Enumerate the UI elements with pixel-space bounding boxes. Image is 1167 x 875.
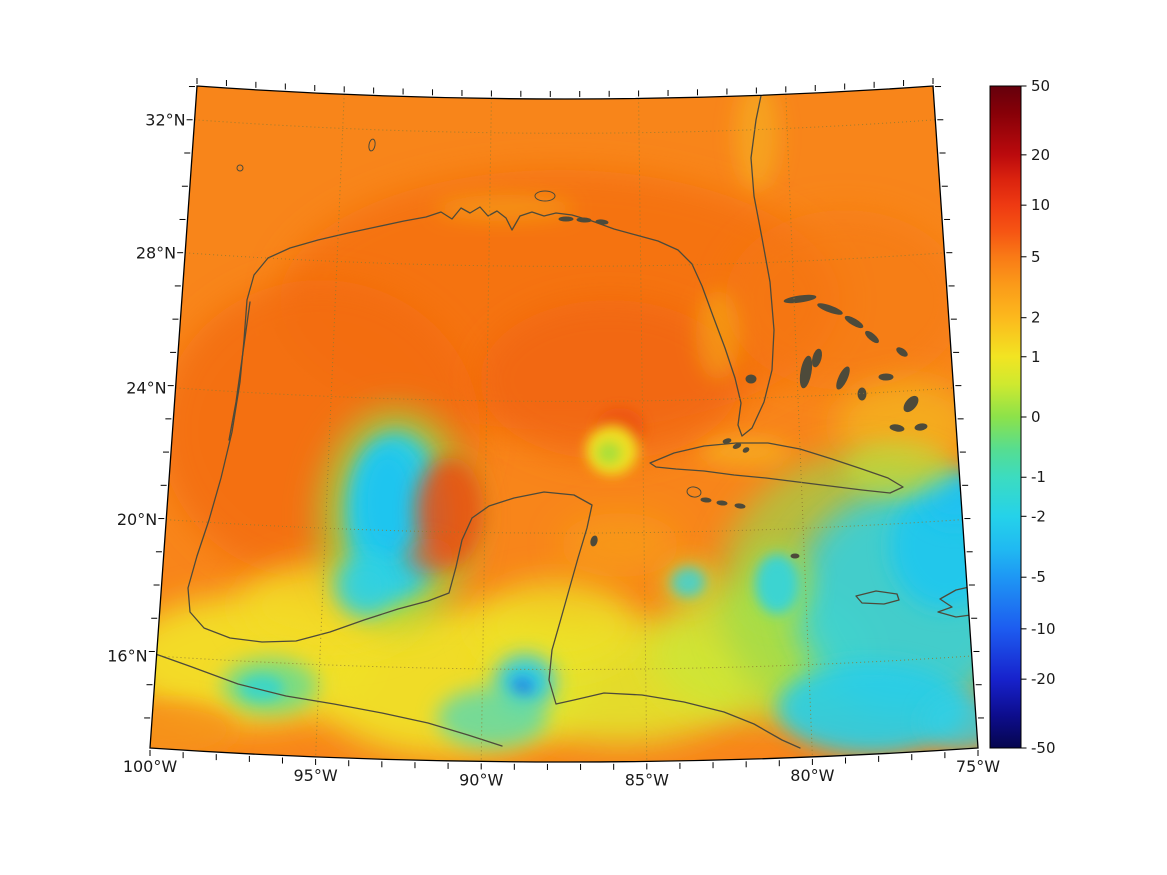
meridian-gridline xyxy=(315,94,345,757)
field-blob xyxy=(923,694,978,750)
lat-tick-label: 20°N xyxy=(117,510,157,529)
island xyxy=(857,387,867,401)
lat-tick-label: 32°N xyxy=(145,110,185,129)
cuba xyxy=(649,442,904,494)
north-america-coast xyxy=(187,86,801,749)
lon-tick-label: 85°W xyxy=(625,770,669,789)
field-blob xyxy=(777,662,967,754)
frame-ticks xyxy=(144,78,984,770)
island xyxy=(558,216,574,222)
lon-tick-label: 75°W xyxy=(956,757,1000,776)
lat-labels: 32°N 28°N 24°N 20°N 16°N xyxy=(107,110,185,665)
field-blob xyxy=(476,581,636,671)
field-blob xyxy=(358,447,418,559)
colorbar-bar xyxy=(989,85,1022,749)
island xyxy=(811,348,823,368)
field-blob xyxy=(671,567,705,597)
field-blob xyxy=(480,300,740,460)
island xyxy=(732,443,742,449)
field-blob xyxy=(696,290,740,380)
lon-tick-label: 95°W xyxy=(294,766,338,785)
field-blob xyxy=(755,554,799,614)
lat-tick-label: 24°N xyxy=(126,378,166,397)
map-frame xyxy=(149,85,979,763)
field-blob xyxy=(336,556,396,616)
pacific-coast xyxy=(150,651,503,747)
island xyxy=(590,535,598,547)
island xyxy=(844,315,864,329)
field-blob xyxy=(597,442,621,464)
lat-tick-label: 28°N xyxy=(136,243,176,262)
lon-tick-label: 90°W xyxy=(459,770,503,789)
island xyxy=(896,347,908,357)
map-boundary xyxy=(149,85,979,763)
field-blob xyxy=(240,675,284,701)
colorbar-tick-label: 0 xyxy=(1031,408,1041,426)
colorbar-tick-label: -20 xyxy=(1031,670,1056,688)
parallel-gridline xyxy=(156,655,972,670)
colorbar-tick-label: -2 xyxy=(1031,507,1046,525)
island xyxy=(700,497,712,503)
island xyxy=(368,138,376,152)
colorbar-tick-label: -50 xyxy=(1031,739,1056,757)
lon-tick-label: 100°W xyxy=(123,757,178,776)
colorbar-tick-label: 50 xyxy=(1031,77,1050,95)
island xyxy=(534,190,556,202)
colorbar-tick-label: -5 xyxy=(1031,568,1046,586)
colorbar-tick-label: -1 xyxy=(1031,468,1046,486)
island xyxy=(878,373,894,381)
meridian-gridline xyxy=(638,98,648,762)
island xyxy=(889,424,905,432)
island xyxy=(783,294,817,304)
island xyxy=(799,355,813,389)
lon-labels: 100°W 95°W 90°W 85°W 80°W 75°W xyxy=(123,757,1000,789)
map-field xyxy=(150,86,978,762)
colorbar-tick-label: 1 xyxy=(1031,348,1041,366)
island xyxy=(595,219,609,225)
lat-tick-label: 16°N xyxy=(107,646,147,665)
colorbar-tick-label: 2 xyxy=(1031,309,1041,327)
hispaniola-west xyxy=(937,584,978,618)
field-blob xyxy=(406,538,454,574)
field-blob xyxy=(560,513,680,577)
colorbar-tick-label: 5 xyxy=(1031,248,1041,266)
field-blob xyxy=(735,86,779,190)
island xyxy=(745,374,757,384)
island xyxy=(734,503,746,509)
texas-barrier-islands xyxy=(228,301,251,441)
island xyxy=(716,500,728,506)
field-blob xyxy=(725,210,965,390)
colorbar-tick-label: 20 xyxy=(1031,146,1050,164)
meridian-gridline xyxy=(480,98,492,762)
island xyxy=(576,217,592,223)
island xyxy=(686,486,702,498)
coastlines xyxy=(150,86,978,749)
island xyxy=(903,395,919,413)
island xyxy=(790,553,800,559)
gridlines xyxy=(156,94,972,762)
field-blob xyxy=(437,688,547,748)
parallel-gridline xyxy=(185,252,945,267)
colorbar-tick-label: 10 xyxy=(1031,196,1050,214)
jamaica xyxy=(855,590,900,605)
island xyxy=(914,423,928,431)
island xyxy=(865,330,879,344)
colorbar-tick-label: -10 xyxy=(1031,620,1056,638)
island xyxy=(236,164,244,172)
field-blob xyxy=(845,442,955,498)
island xyxy=(817,303,843,315)
field-blob xyxy=(150,702,235,758)
meridian-gridline xyxy=(785,94,813,757)
lon-tick-label: 80°W xyxy=(790,766,834,785)
island xyxy=(742,447,750,453)
island xyxy=(722,438,732,444)
island xyxy=(836,366,850,390)
